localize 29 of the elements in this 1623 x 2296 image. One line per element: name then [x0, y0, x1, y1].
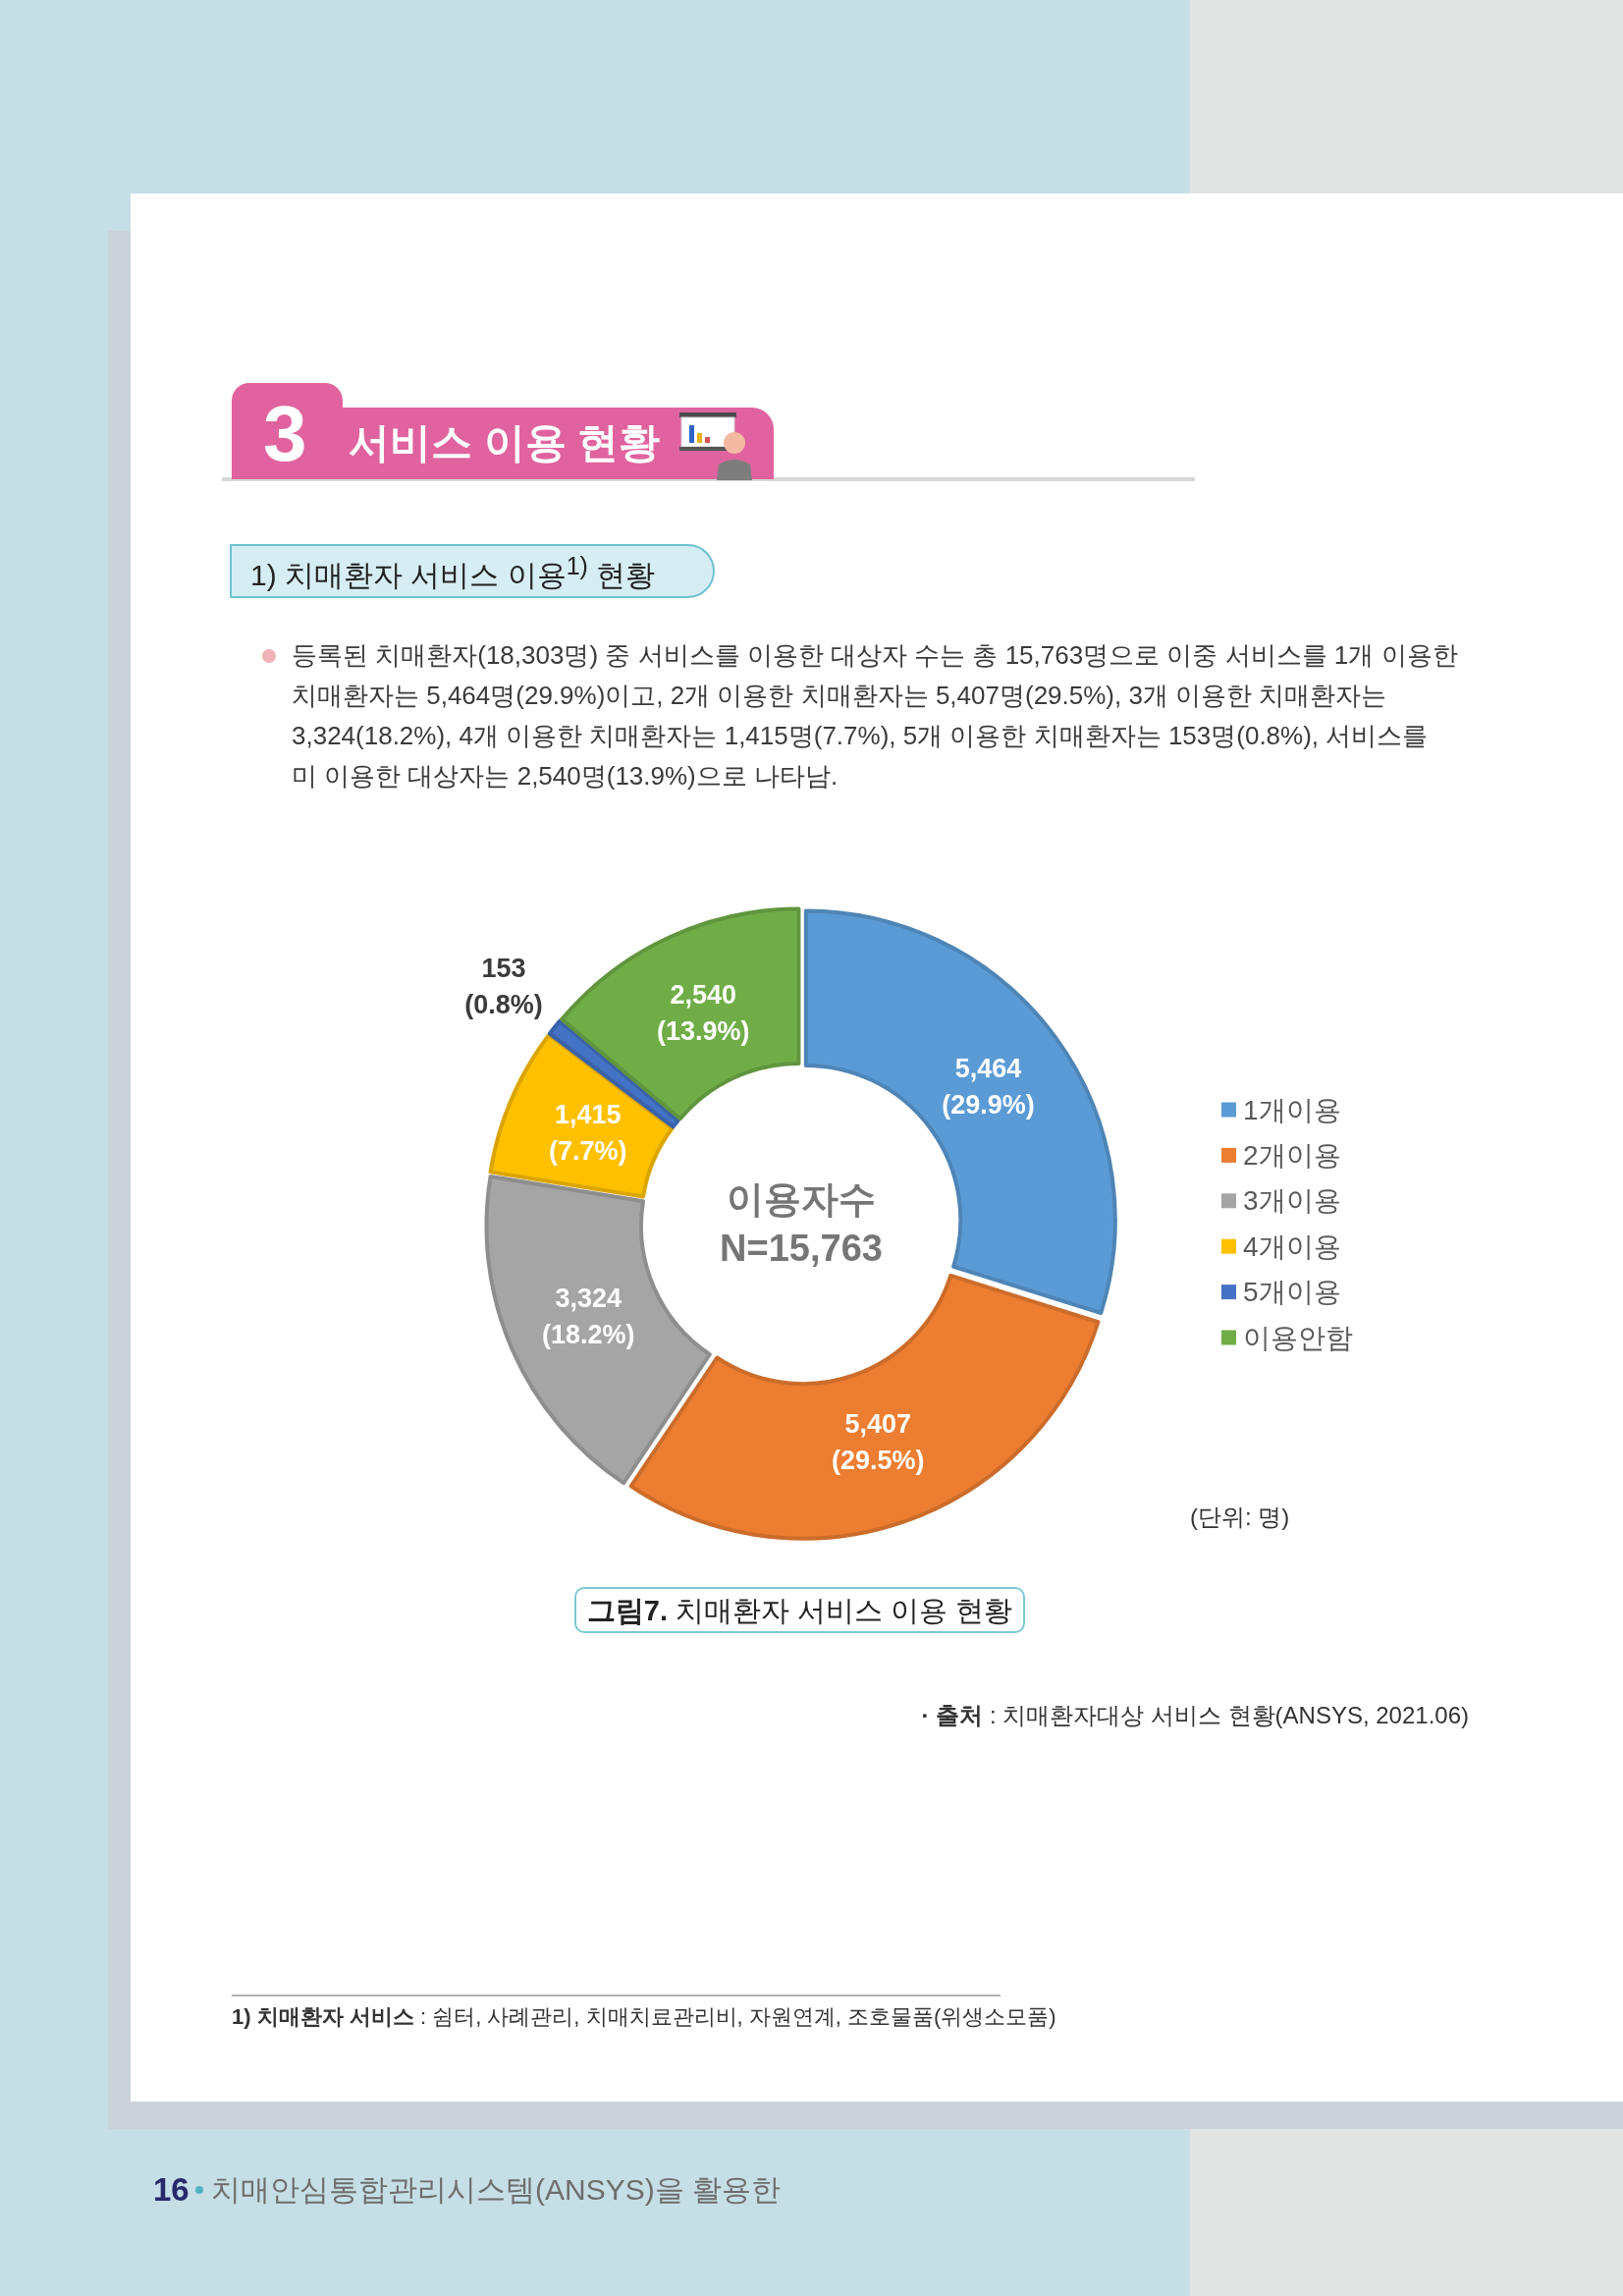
text: 16 — [153, 2170, 189, 2210]
data-label: 5,407 (29.5%) — [832, 1409, 925, 1476]
legend-item: 1개이용 — [1221, 1094, 1341, 1125]
chart-subtitle: 1) 치매환자 서비스 이용$^{1)}$ 현황 — [250, 550, 656, 592]
data-label: 3,324 (18.2%) — [542, 1283, 635, 1349]
legend-item: 3개이용 — [1221, 1185, 1341, 1217]
data-label: 5,464 (29.9%) — [942, 1053, 1035, 1120]
legend-label: 2개이용 — [1243, 1139, 1341, 1171]
legend-label: 4개이용 — [1243, 1230, 1341, 1262]
text: 이용자수 N=15,763 — [720, 1178, 883, 1269]
legend-label: 1개이용 — [1243, 1094, 1341, 1125]
legend-label: 5개이용 — [1243, 1277, 1341, 1308]
legend-item: 4개이용 — [1221, 1230, 1341, 1262]
legend-item: 2개이용 — [1221, 1139, 1341, 1171]
legend-label: 이용안함 — [1243, 1322, 1353, 1353]
text: · 출처 : 치매환자대상 서비스 현황(ANSYS, 2021.06) — [921, 1701, 1469, 1728]
legend-item: 5개이용 — [1221, 1277, 1341, 1308]
data-label: 1,415 (7.7%) — [548, 1099, 627, 1166]
data-label: 153 (0.8%) — [464, 954, 543, 1020]
text: 3 — [263, 389, 307, 479]
legend-label: 3개이용 — [1243, 1185, 1341, 1217]
text: 1) 치매환자 서비스 : 쉼터, 사례관리, 치매치료관리비, 자원연계, 조호물품(위생소모품) — [232, 2003, 1056, 2029]
text: (단위: 명) — [1190, 1503, 1290, 1532]
text: 서비스 이용 현황 — [349, 417, 661, 467]
data-label: 2,540 (13.9%) — [656, 980, 750, 1047]
legend-item: 이용안함 — [1221, 1322, 1353, 1353]
text: 등록된 치매환자(18,303명) 중 서비스를 이용한 대상자 수는 총 15,763명으로 이중 서비스를 1개 이용한 치매환자는 5,464명(29.9%)이고, 2개 이용한 치매환자는 5,407명(29.5%), 3개 이용한 치매환자는 3,324(18.2%), 4개 이용한 치매환자는 1,415명(7.7%), 5개 이용한 치매환자는 153명(0.8%), 서비스를 미 이용한 대상자는 2,540명(13.9%)으로 나타남. — [292, 639, 1459, 793]
text: 치매안심통합관리시스템(ANSYS)을 활용한 — [211, 2172, 782, 2208]
text: 그림7. 치매환자 서비스 이용 현황 — [586, 1594, 1013, 1626]
